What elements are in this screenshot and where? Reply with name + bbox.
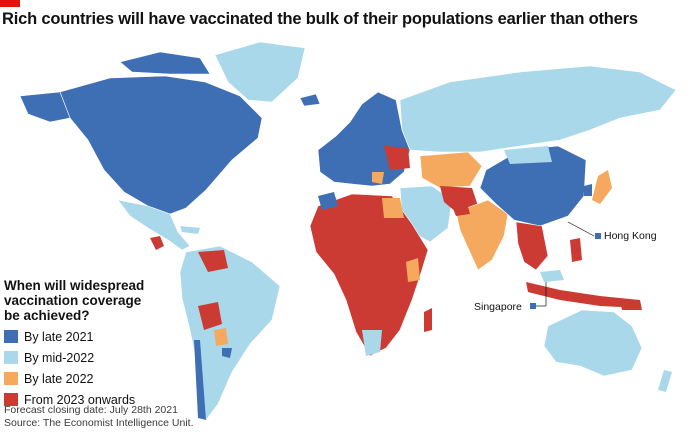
region-ukraine-belarus <box>384 146 410 170</box>
region-australia <box>543 309 643 377</box>
region-caribbean-red <box>150 236 164 250</box>
region-uruguay <box>222 348 232 358</box>
region-morocco <box>318 192 338 210</box>
singapore-label: Singapore <box>474 301 522 313</box>
region-arctic-islands <box>119 51 211 75</box>
footnote: Forecast closing date: July 28th 2021 So… <box>4 404 194 430</box>
hong-kong-marker <box>595 233 601 239</box>
legend-item-2023-onwards: From 2023 onwards <box>4 392 184 407</box>
region-egypt <box>382 198 404 218</box>
region-balkans <box>372 172 384 184</box>
region-indonesia <box>526 282 640 308</box>
region-central-asia <box>419 151 483 189</box>
legend-swatch-blue <box>4 330 18 343</box>
region-philippines <box>570 238 582 262</box>
region-india <box>455 199 509 271</box>
brand-red-tag <box>0 0 20 7</box>
region-paraguay <box>214 328 228 346</box>
legend-title-line: When will widespread <box>4 278 145 293</box>
legend-item-mid-2022: By mid-2022 <box>4 350 184 365</box>
legend-item-late-2022: By late 2022 <box>4 371 184 386</box>
region-north-america <box>59 75 263 215</box>
hong-kong-label: Hong Kong <box>604 230 657 242</box>
legend-item-label: By mid-2022 <box>24 350 95 365</box>
legend: When will widespread vaccination coverag… <box>4 278 184 407</box>
forecast-note: Forecast closing date: July 28th 2021 <box>4 404 178 416</box>
region-madagascar <box>424 308 432 332</box>
legend-swatch-orange <box>4 372 18 385</box>
region-south-america <box>179 245 281 421</box>
region-alaska <box>19 91 71 123</box>
region-se-asia <box>515 221 549 271</box>
legend-title-line: be achieved? <box>4 308 90 323</box>
region-korea <box>584 184 592 196</box>
region-bolivia <box>198 302 222 330</box>
legend-title-line: vaccination coverage <box>4 293 142 308</box>
region-chile <box>194 340 206 420</box>
region-japan <box>592 170 612 204</box>
region-central-america <box>117 199 191 251</box>
legend-item-label: By late 2021 <box>24 329 94 344</box>
legend-item-label: By late 2022 <box>24 371 94 386</box>
region-png <box>620 300 642 310</box>
region-east-africa-orange <box>406 258 420 282</box>
region-malaysia <box>540 270 564 282</box>
legend-title: When will widespread vaccination coverag… <box>4 278 184 323</box>
singapore-marker <box>530 303 536 309</box>
chart-title: Rich countries will have vaccinated the … <box>2 10 638 28</box>
source-note: Source: The Economist Intelligence Unit. <box>4 417 194 429</box>
region-europe <box>317 91 411 187</box>
region-pakistan <box>448 192 470 216</box>
region-russia <box>399 65 677 153</box>
legend-item-late-2021: By late 2021 <box>4 329 184 344</box>
hong-kong-leader <box>567 221 595 237</box>
region-iceland <box>299 93 321 107</box>
region-mongolia <box>504 146 552 164</box>
region-venezuela <box>198 250 228 272</box>
legend-swatch-light-blue <box>4 351 18 364</box>
region-greenland <box>214 41 306 103</box>
region-new-zealand <box>658 370 672 392</box>
region-cuba <box>180 226 200 234</box>
legend-item-label: From 2023 onwards <box>24 392 136 407</box>
region-south-africa <box>362 330 382 356</box>
legend-swatch-red <box>4 393 18 406</box>
